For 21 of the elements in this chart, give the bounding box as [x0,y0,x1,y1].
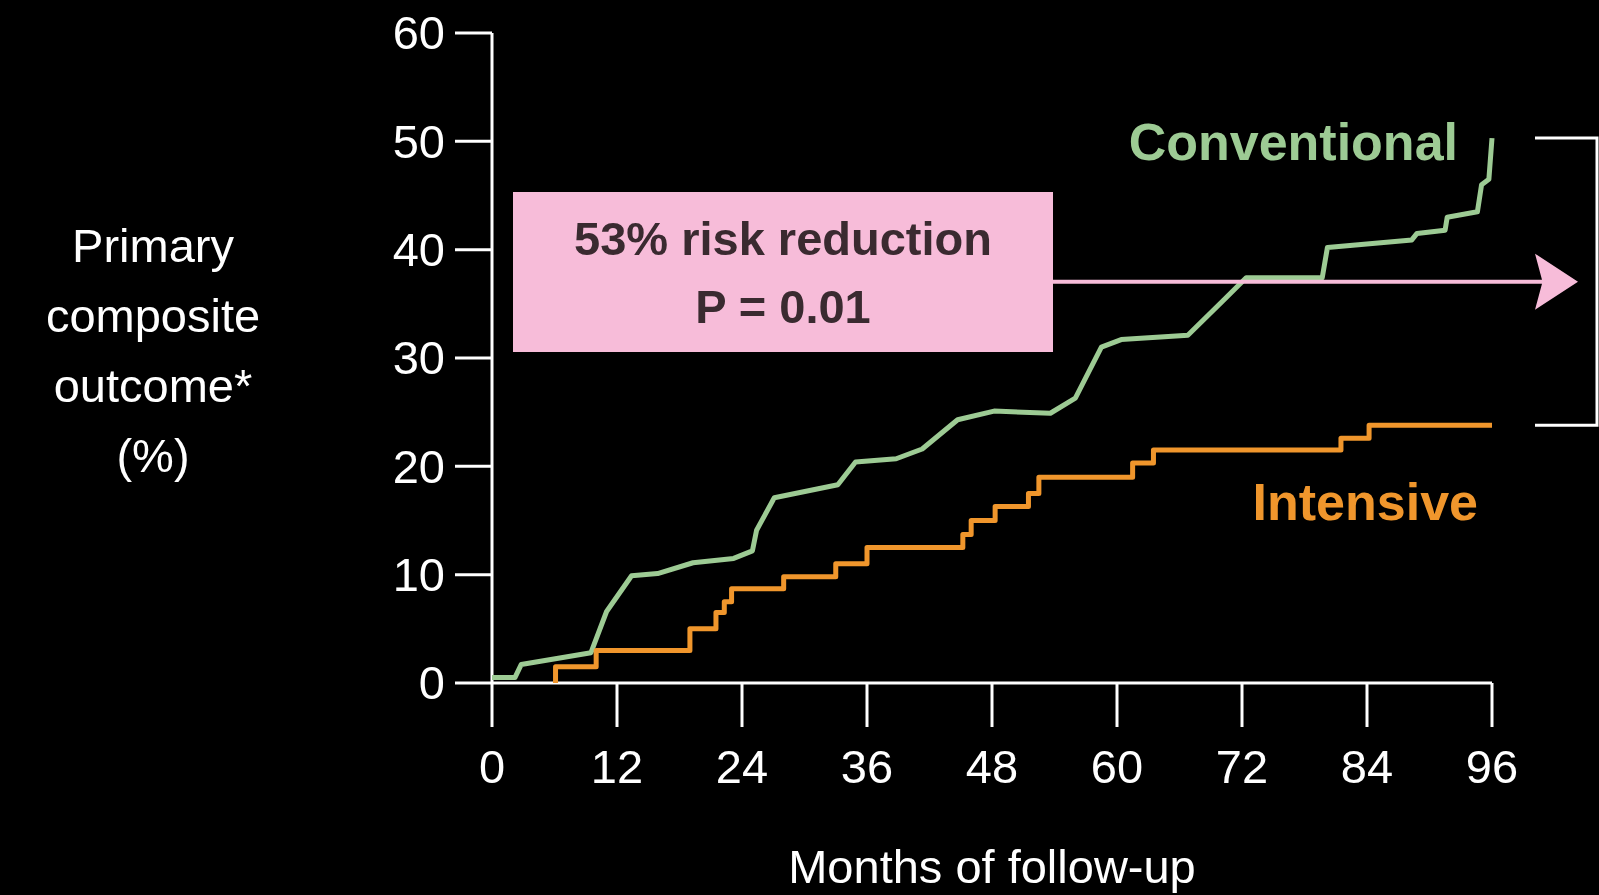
y-axis-title: Primary composite outcome* (%) [45,219,261,482]
y-tick-label: 50 [392,114,445,168]
x-tick-label: 96 [1465,740,1519,793]
y-tick-label: 20 [392,439,445,493]
x-tick-label: 12 [590,740,644,793]
x-tick-label: 72 [1215,740,1269,793]
y-tick-label: 10 [392,548,445,602]
x-tick-label: 60 [1090,740,1144,793]
series-label: Intensive [1252,473,1478,531]
y-tick-label: 0 [418,656,445,710]
y-tick-label: 30 [392,331,445,385]
x-tick-label: 48 [965,740,1019,793]
x-tick-label: 0 [478,740,506,793]
x-axis-title: Months of follow-up [788,840,1196,893]
x-tick-label: 36 [840,740,894,793]
series-label: Conventional [1128,113,1458,171]
x-tick-label: 24 [715,740,769,793]
y-tick-label: 40 [392,223,445,277]
y-tick-label: 60 [392,6,445,60]
annotation: 53% risk reduction P = 0.01 [574,212,992,333]
x-tick-label: 84 [1340,740,1394,793]
